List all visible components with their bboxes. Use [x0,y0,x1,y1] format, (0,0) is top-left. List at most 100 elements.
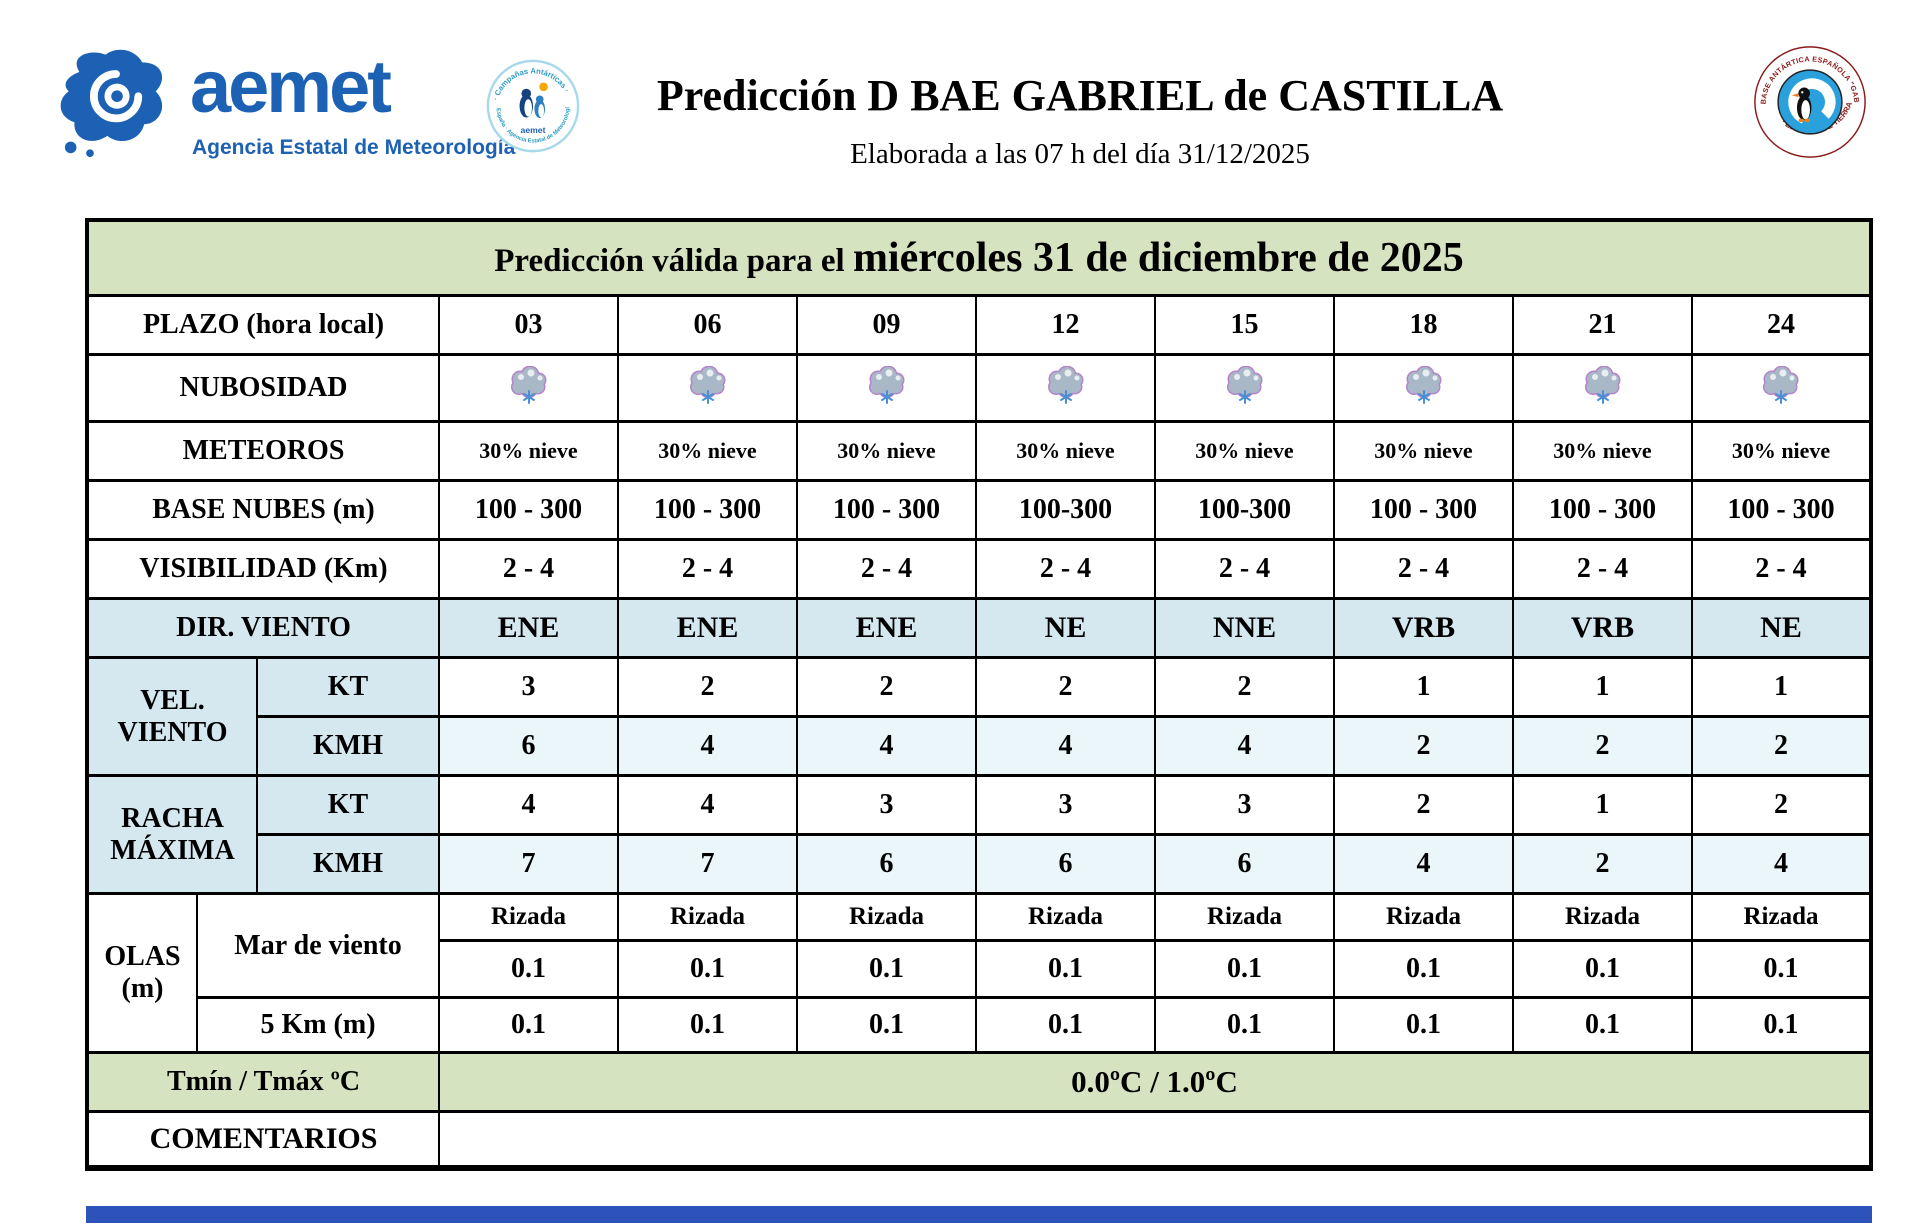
racha-kt-row: RACHA MÁXIMA KT 4 4 3 3 3 2 1 2 [86,774,1873,895]
olas-5km-cell: 0.1 [1154,996,1335,1054]
olas-5km-cell: 0.1 [1690,996,1873,1054]
vel-viento-kt-cell: 1 [1512,656,1693,718]
valid-title-prefix: Predicción válida para el [494,243,853,279]
vel-viento-kt-cell: 1 [1690,656,1873,718]
racha-kt-cell: 4 [617,774,798,836]
nubosidad-row: NUBOSIDAD [86,353,1873,423]
racha-kt-cell: 1 [1512,774,1693,836]
vel-viento-kt-cell: 2 [975,656,1156,718]
racha-kt-cell: 2 [1690,774,1873,836]
olas-estado-cell: Rizada [617,892,798,942]
racha-kt-cell: 4 [438,774,619,836]
plazo-cell: 12 [975,294,1156,356]
plazo-cell: 09 [796,294,977,356]
racha-kmh-cell: 4 [1690,833,1873,895]
vel-viento-kt-cell: 2 [617,656,798,718]
visibilidad-cell: 2 - 4 [438,538,619,600]
nubosidad-cell [1690,353,1873,423]
olas-5km-row: 5 Km (m) 0.1 0.1 0.1 0.1 0.1 0.1 0.1 0.1 [87,996,1873,1054]
racha-kt-cell: 3 [796,774,977,836]
dir-viento-row: DIR. VIENTO ENE ENE ENE NE NNE VRB VRB N… [86,597,1873,659]
racha-kmh-cell: 6 [975,833,1156,895]
vel-viento-kmh-cell: 4 [975,715,1156,777]
olas-altura-cell: 0.1 [438,939,619,999]
snow-clouds-icon [686,366,730,406]
valid-title-row: Predicción válida para el miércoles 31 d… [85,218,1873,297]
vel-viento-kt-cell: 1 [1333,656,1514,718]
olas-5km-cell: 0.1 [1512,996,1693,1054]
olas-label: OLAS (m) [86,892,198,1054]
dir-viento-cell: VRB [1333,597,1514,659]
meteoros-row: METEOROS 30% nieve 30% nieve 30% nieve 3… [86,420,1873,482]
meteoros-cell: 30% nieve [1154,420,1335,482]
meteoros-cell: 30% nieve [796,420,977,482]
olas-estado-cell: Rizada [1154,892,1335,942]
olas-5km-cell: 0.1 [438,996,619,1054]
plazo-cell: 21 [1512,294,1693,356]
vel-viento-kt-cell: 2 [1154,656,1335,718]
olas-5km-cell: 0.1 [1333,996,1514,1054]
vel-viento-kmh-cell: 2 [1690,715,1873,777]
racha-kt-label: KT [256,774,440,836]
forecast-table: Predicción válida para el miércoles 31 d… [85,218,1874,1171]
nubosidad-cell [1512,353,1693,423]
plazo-cell: 24 [1690,294,1873,356]
plazo-label: PLAZO (hora local) [86,294,440,356]
vel-viento-kmh-cell: 2 [1512,715,1693,777]
racha-kmh-row: KMH 7 7 6 6 6 4 2 4 [87,833,1873,895]
plazo-cell: 03 [438,294,619,356]
page-title: Predicción D BAE GABRIEL de CASTILLA [656,71,1504,120]
vel-viento-kt-label: KT [256,656,440,718]
base-nubes-row: BASE NUBES (m) 100 - 300 100 - 300 100 -… [86,479,1873,541]
racha-kmh-cell: 7 [617,833,798,895]
snow-clouds-icon [1759,366,1803,406]
olas-altura-cell: 0.1 [1690,939,1873,999]
dir-viento-cell: NE [1690,597,1873,659]
vel-viento-kmh-cell: 2 [1333,715,1514,777]
base-nubes-label: BASE NUBES (m) [86,479,440,541]
olas-estado-cell: Rizada [796,892,977,942]
olas-estado-cell: Rizada [1690,892,1873,942]
olas-5km-cell: 0.1 [796,996,977,1054]
racha-kmh-label: KMH [256,833,440,895]
meteoros-cell: 30% nieve [1333,420,1514,482]
plazo-row: PLAZO (hora local) 03 06 09 12 15 18 21 … [86,294,1873,356]
dir-viento-cell: VRB [1512,597,1693,659]
visibilidad-cell: 2 - 4 [1333,538,1514,600]
meteoros-cell: 30% nieve [975,420,1156,482]
racha-kt-cell: 2 [1333,774,1514,836]
snow-clouds-icon [865,366,909,406]
olas-altura-row: 0.1 0.1 0.1 0.1 0.1 0.1 0.1 0.1 [87,939,1873,999]
olas-estado-row: OLAS (m) Mar de viento Rizada Rizada Riz… [86,892,1873,1054]
racha-kmh-cell: 6 [796,833,977,895]
vel-viento-kmh-label: KMH [256,715,440,777]
visibilidad-cell: 2 - 4 [617,538,798,600]
dir-viento-cell: NNE [1154,597,1335,659]
valid-title-cell: Predicción válida para el miércoles 31 d… [85,218,1873,297]
base-nubes-cell: 100 - 300 [617,479,798,541]
dir-viento-cell: ENE [796,597,977,659]
nubosidad-cell [617,353,798,423]
aemet-brand-text: aemet [190,45,392,128]
valid-title-date: miércoles 31 de diciembre de 2025 [852,235,1464,281]
meteoros-cell: 30% nieve [1690,420,1873,482]
nubosidad-label: NUBOSIDAD [86,353,440,423]
vel-viento-kt-row: VEL. VIENTO KT 3 2 2 2 2 1 1 1 [86,656,1873,777]
racha-kt-cell: 3 [1154,774,1335,836]
plazo-cell: 18 [1333,294,1514,356]
racha-kmh-cell: 7 [438,833,619,895]
penguin-icon [1791,87,1812,123]
mar-de-viento-label: Mar de viento [196,892,440,999]
campaign-badge-brand-text: aemet [521,125,546,135]
tmin-tmax-value: 0.0ºC / 1.0ºC [437,1051,1873,1113]
olas-altura-cell: 0.1 [1333,939,1514,999]
snow-clouds-icon [1223,366,1267,406]
vel-viento-kmh-cell: 4 [617,715,798,777]
olas-altura-cell: 0.1 [1154,939,1335,999]
plazo-cell: 06 [617,294,798,356]
nubosidad-cell [1154,353,1335,423]
snow-clouds-icon [1044,366,1088,406]
base-nubes-cell: 100 - 300 [1512,479,1693,541]
vel-viento-kmh-row: KMH 6 4 4 4 4 2 2 2 [87,715,1873,777]
racha-kmh-cell: 6 [1154,833,1335,895]
